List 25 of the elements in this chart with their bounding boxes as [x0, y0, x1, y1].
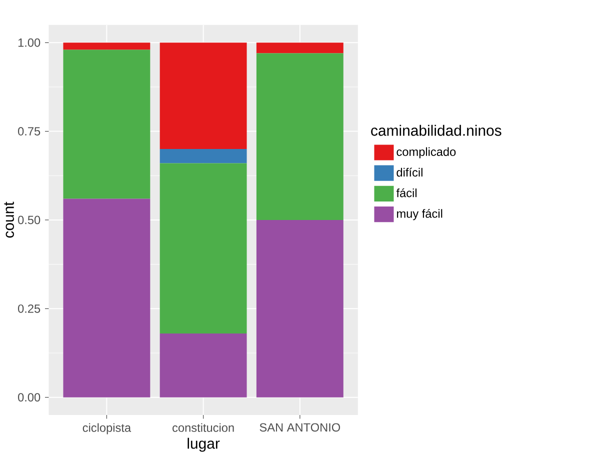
legend-title: caminabilidad.ninos [371, 124, 502, 136]
bar [256, 53, 344, 220]
bar [256, 42, 344, 54]
bar [63, 50, 150, 199]
y-tick-label: 0.75 [18, 127, 40, 136]
x-axis-title: lugar [188, 438, 220, 452]
y-tick-label: 0.50 [18, 216, 40, 224]
bar [160, 163, 247, 334]
legend-label: fácil [396, 188, 416, 198]
legend-label: difícil [396, 168, 422, 177]
legend-label: complicado [396, 147, 456, 158]
y-tick-label: 0.00 [18, 393, 40, 402]
legend-label: muy fácil [397, 209, 442, 220]
y-tick-label: 1.00 [18, 38, 40, 47]
bar [160, 42, 247, 150]
x-tick-label: SAN ANTONIO [260, 423, 340, 432]
bar [256, 220, 344, 398]
x-tick-label: ciclopista [82, 423, 132, 434]
bar [160, 149, 247, 164]
bar [63, 42, 150, 50]
y-axis-title: count [4, 202, 14, 238]
bar [63, 198, 150, 398]
x-tick-label: constitucion [172, 423, 234, 432]
bar [160, 334, 247, 398]
y-tick-label: 0.25 [18, 304, 40, 313]
